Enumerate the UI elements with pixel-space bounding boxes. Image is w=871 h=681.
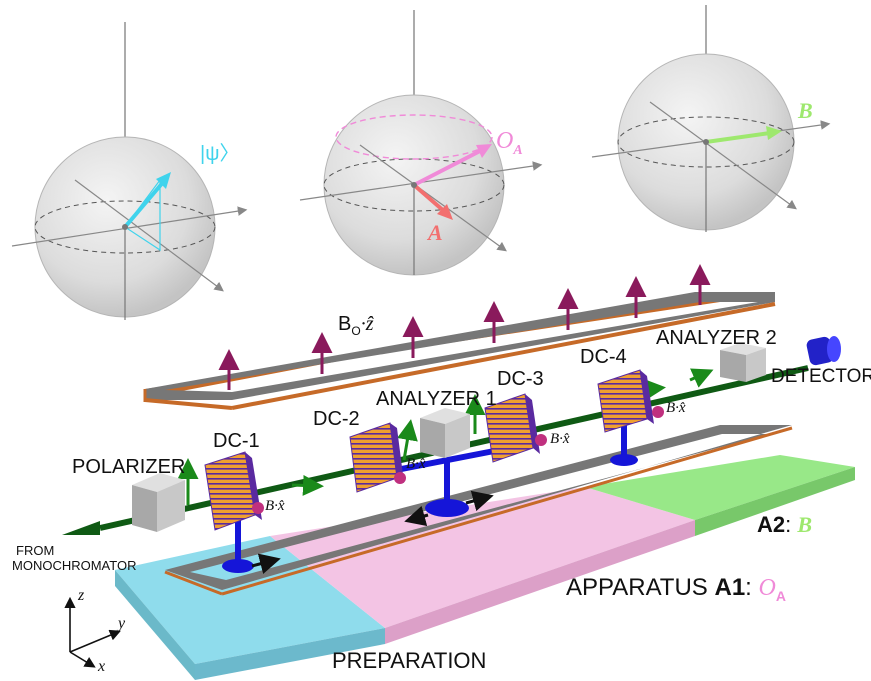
a-label: A	[426, 220, 443, 245]
analyzer1-cube	[420, 408, 470, 458]
oa-label: OA	[496, 128, 523, 158]
a2-label: A2: B	[757, 512, 812, 537]
dc2-coil	[349, 422, 406, 493]
axis-z-label: z	[77, 587, 85, 604]
a1-label: APPARATUS A1: OA	[566, 574, 786, 604]
bx-label-dc2: B·x̂	[406, 456, 426, 472]
analyzer1-label: ANALYZER 1	[376, 388, 497, 410]
field-coil-frame	[143, 292, 776, 410]
bx-label-dc1: B·x̂	[265, 498, 285, 514]
bloch-sphere-b: B	[591, 5, 831, 232]
dc3-coil	[484, 393, 547, 463]
bx-label-dc4: B·x̂	[666, 400, 686, 416]
detector-label: DETECTOR	[771, 366, 871, 387]
analyzer2-cube	[720, 343, 766, 382]
bloch-sphere-psi: |ψ〉	[11, 22, 248, 320]
coordinate-axes: z y x	[64, 587, 126, 675]
bz-label: BO·ẑ	[338, 313, 374, 338]
polarizer-cube	[132, 473, 185, 532]
dc1-coil	[204, 451, 264, 531]
detector-icon	[806, 336, 841, 366]
b-label: B	[797, 98, 813, 123]
polarizer-label: POLARIZER	[72, 456, 185, 478]
dc2-label: DC-2	[313, 408, 360, 430]
axis-x-label: x	[97, 658, 105, 675]
dc4-label: DC-4	[580, 346, 627, 368]
monochromator-label: MONOCHROMATOR	[12, 558, 136, 573]
dc4-coil	[597, 369, 664, 433]
bx-label-dc3: B·x̂	[550, 431, 570, 447]
from-label: FROM	[16, 543, 54, 558]
dc3-label: DC-3	[497, 368, 544, 390]
bloch-sphere-oa: OA A	[299, 10, 543, 276]
platform	[115, 425, 855, 680]
axis-y-label: y	[116, 615, 126, 632]
field-arrows	[218, 264, 711, 390]
analyzer2-label: ANALYZER 2	[656, 327, 777, 349]
psi-label: |ψ〉	[200, 143, 239, 165]
preparation-label: PREPARATION	[332, 648, 486, 673]
dc1-label: DC-1	[213, 430, 260, 452]
